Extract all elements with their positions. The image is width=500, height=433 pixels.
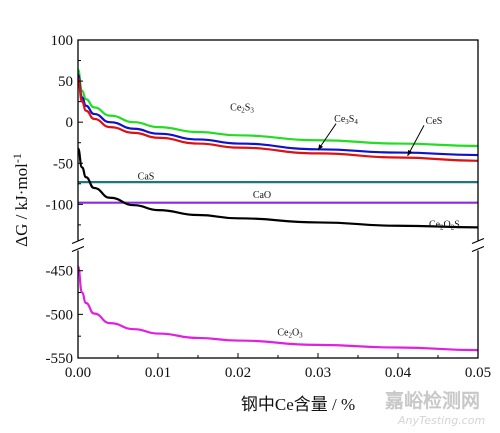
y-tick-label: -100 — [46, 197, 74, 213]
axes-layer: 0.00 0.01 0.02 0.03 0.04 0.05 100 50 0 -50 -100 -45… — [46, 33, 492, 381]
series-line-ce2s3 — [76, 68, 479, 148]
watermark-url: AnyTesting.com — [397, 414, 485, 427]
series-line-ces — [76, 76, 479, 162]
series-line-ce3s4 — [76, 73, 479, 157]
plot-frame — [77, 39, 479, 359]
series-labels: Ce2S3 Ce3S4 CeS CaS CaO Ce2O2S Ce2O3 — [138, 103, 460, 340]
watermark-text: 嘉峪检测网 — [384, 389, 480, 412]
x-tick-label: 0.01 — [145, 365, 171, 381]
x-tick-label: 0.02 — [225, 365, 251, 381]
series-label-ce2o2s: Ce2O2S — [429, 219, 460, 231]
y-tick-label: -50 — [53, 156, 73, 172]
y-tick-label: -550 — [46, 351, 74, 367]
axis-break-mark — [71, 245, 85, 253]
series-label-ce3s4: Ce3S4 — [334, 114, 358, 126]
series-label-ce2s3: Ce2S3 — [230, 103, 254, 115]
y-tick-label: 50 — [58, 74, 73, 90]
leader-arrowhead-ce3s4 — [318, 144, 324, 151]
series-label-ces: CeS — [426, 116, 443, 127]
x-axis-title: 钢中Ce含量 / % — [241, 395, 355, 414]
leader-arrowhead-ces — [407, 149, 413, 156]
series-layer — [76, 68, 479, 352]
y-tick-label: -450 — [46, 264, 74, 280]
series-label-cas: CaS — [138, 172, 155, 183]
y-tick-label: -500 — [46, 307, 74, 323]
series-label-ce2o3: Ce2O3 — [277, 327, 303, 339]
series-label-cao: CaO — [253, 190, 271, 201]
series-line-ce2o3 — [76, 265, 479, 352]
x-tick-label: 0.05 — [465, 365, 491, 381]
y-tick-label: 100 — [51, 33, 74, 49]
y-axis-title: ΔG / kJ·mol-1 — [10, 153, 31, 247]
leader-line-ces — [407, 125, 425, 157]
x-tick-label: 0.03 — [305, 365, 331, 381]
axis-break-mark — [71, 237, 85, 245]
axis-break-mark — [471, 237, 485, 245]
x-tick-label: 0.00 — [65, 365, 91, 381]
x-tick-label: 0.04 — [385, 365, 412, 381]
series-line-ce2o2s — [76, 147, 479, 229]
axis-break-gap — [75, 240, 81, 251]
axis-break-gap — [475, 240, 481, 251]
axis-break-mark — [471, 245, 485, 253]
y-tick-label: 0 — [66, 115, 74, 131]
